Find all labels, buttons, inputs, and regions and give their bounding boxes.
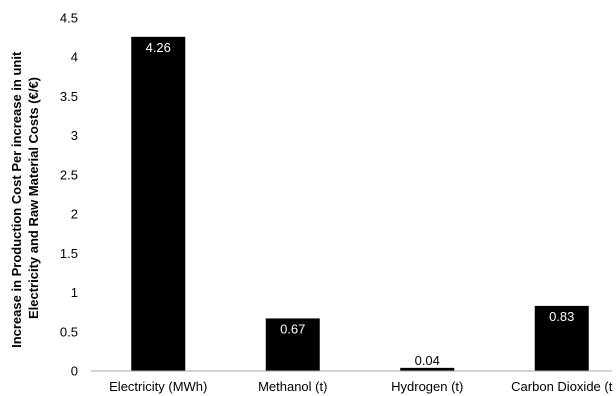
y-tick-label: 1 bbox=[71, 285, 78, 300]
x-category-label: Methanol (t) bbox=[258, 379, 327, 394]
x-category-label: Electricity (MWh) bbox=[109, 379, 207, 394]
bar-value-label: 0.04 bbox=[415, 353, 440, 368]
bar bbox=[534, 305, 589, 371]
bar bbox=[131, 36, 186, 372]
y-tick-label: 1.5 bbox=[60, 246, 78, 261]
bars bbox=[131, 36, 589, 372]
y-axis-title-line-1: Increase in Production Cost Per increase… bbox=[9, 51, 24, 348]
y-tick-label: 0.5 bbox=[60, 324, 78, 339]
y-axis-title-line-2: Electricity and Raw Material Costs (€/€) bbox=[26, 77, 41, 319]
bar-value-label: 0.83 bbox=[549, 309, 574, 324]
y-tick-label: 2 bbox=[71, 207, 78, 222]
y-tick-label: 4 bbox=[71, 50, 78, 65]
bar-value-label: 0.67 bbox=[280, 321, 305, 336]
x-category-label: Carbon Dioxide (t bbox=[511, 379, 613, 394]
x-axis-labels: Electricity (MWh) Methanol (t) Hydrogen (t… bbox=[109, 379, 613, 394]
y-tick-label: 3 bbox=[71, 128, 78, 143]
y-axis-ticks: 0 0.5 1 1.5 2 2.5 3 3.5 4 4.5 bbox=[60, 11, 78, 379]
y-tick-label: 0 bbox=[71, 364, 78, 379]
data-labels: 4.26 0.67 0.04 0.83 bbox=[146, 40, 575, 368]
y-tick-label: 4.5 bbox=[60, 11, 78, 26]
x-category-label: Hydrogen (t) bbox=[391, 379, 463, 394]
y-tick-label: 2.5 bbox=[60, 167, 78, 182]
y-axis-title: Increase in Production Cost Per increase… bbox=[9, 48, 41, 348]
bar bbox=[265, 318, 320, 371]
y-tick-label: 3.5 bbox=[60, 89, 78, 104]
bar bbox=[400, 367, 455, 371]
bar-value-label: 4.26 bbox=[146, 40, 171, 55]
